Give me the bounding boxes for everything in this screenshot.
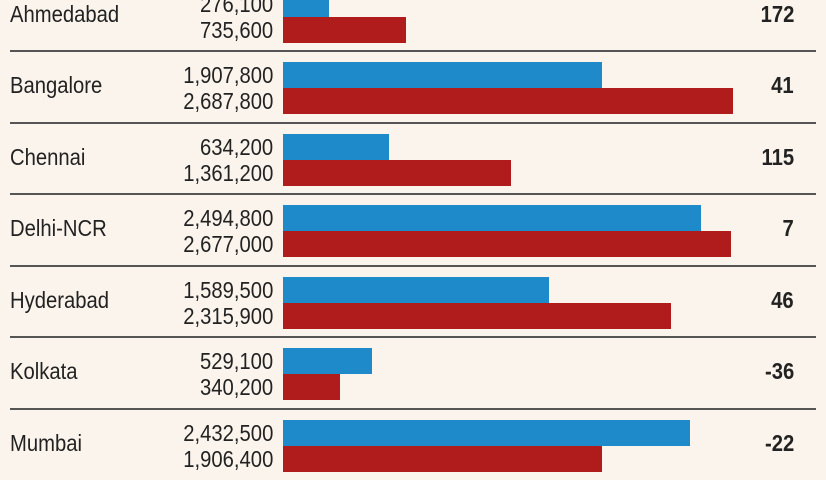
category-label: Ahmedabad (10, 0, 120, 27)
value-label: 1,361,200 (182, 159, 273, 186)
value-label: 340,200 (199, 374, 273, 400)
row-separator (10, 407, 816, 410)
change-label: 46 (771, 286, 794, 313)
bar-red (283, 16, 407, 43)
chart-row: Delhi-NCR 2,494,800 2,677,000 7 (0, 193, 826, 265)
chart-row: Kolkata 529,100 340,200 -36 (0, 336, 826, 408)
change-label: 41 (771, 72, 794, 98)
chart-row: Hyderabad 1,589,500 2,315,900 46 (0, 264, 826, 337)
value-label: 2,677,000 (182, 231, 273, 257)
bar-red (283, 159, 511, 186)
value-label: 2,494,800 (182, 205, 273, 231)
chart-row: Chennai 634,200 1,361,200 115 (0, 121, 826, 194)
bar-blue (283, 62, 603, 88)
bar-blue (283, 276, 550, 303)
change-label: 115 (761, 143, 794, 170)
value-label: 529,100 (199, 348, 273, 374)
change-label: -36 (764, 358, 794, 384)
bar-blue (283, 419, 691, 446)
bar-blue (283, 348, 372, 374)
category-label: Chennai (10, 143, 86, 170)
value-label: 1,589,500 (182, 276, 273, 303)
chart-row: Bangalore 1,907,800 2,687,800 41 (0, 50, 826, 122)
row-separator (10, 50, 816, 52)
row-separator (10, 336, 816, 338)
value-label: 276,100 (199, 0, 273, 17)
change-label: 7 (782, 215, 794, 241)
bar-red (283, 374, 340, 400)
category-label: Hyderabad (10, 286, 110, 313)
category-label: Mumbai (10, 429, 82, 456)
change-label: -22 (764, 429, 794, 456)
value-label: 2,315,900 (182, 302, 273, 329)
value-label: 634,200 (199, 133, 273, 160)
row-separator (10, 193, 816, 195)
category-label: Bangalore (10, 72, 103, 98)
value-label: 1,907,800 (182, 62, 273, 88)
row-separator (10, 121, 816, 124)
value-label: 735,600 (199, 16, 273, 43)
value-label: 2,432,500 (182, 419, 273, 446)
chart-row: Mumbai 2,432,500 1,906,400 -22 (0, 407, 826, 480)
bar-red (283, 445, 603, 472)
value-label: 1,906,400 (182, 445, 273, 472)
category-label: Kolkata (10, 358, 78, 384)
bar-blue (283, 205, 701, 231)
bar-blue (283, 133, 390, 160)
bar-red (283, 88, 733, 114)
change-label: 172 (760, 0, 794, 27)
bar-red (283, 231, 732, 257)
category-label: Delhi-NCR (10, 215, 107, 241)
row-separator (10, 264, 816, 267)
bar-blue (283, 0, 330, 17)
value-label: 2,687,800 (182, 88, 273, 114)
bar-red (283, 302, 671, 329)
chart-row: Ahmedabad 276,100 735,600 172 (0, 0, 826, 51)
